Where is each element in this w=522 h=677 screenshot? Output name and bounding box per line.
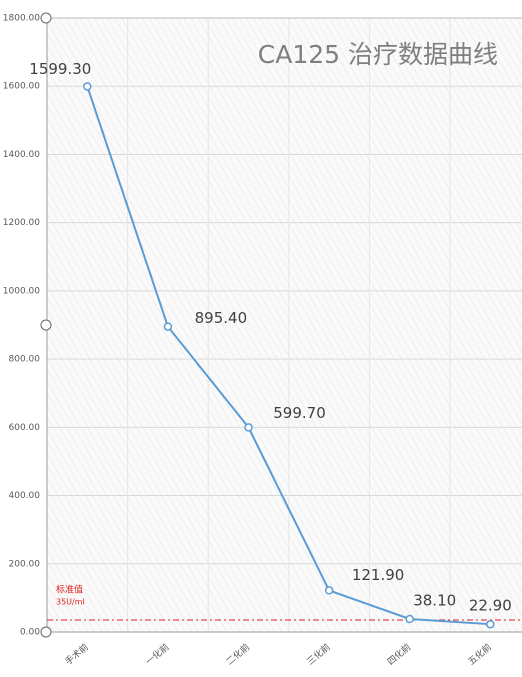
x-tick-label: 五化前	[465, 641, 493, 668]
point	[405, 614, 414, 624]
handle	[40, 626, 52, 638]
line	[86, 86, 491, 626]
reference-sublabel: 35U/ml	[56, 598, 85, 607]
y-tick-label: 200.00	[9, 559, 41, 569]
x-tick-label: 四化前	[385, 641, 413, 668]
chart-title: CA125 治疗数据曲线	[258, 40, 498, 69]
plot-background	[47, 18, 522, 632]
y-tick-label: 400.00	[9, 491, 41, 501]
data-label: 38.10	[413, 592, 456, 610]
point	[486, 619, 495, 629]
data-label: 121.90	[352, 566, 405, 584]
point	[83, 82, 92, 91]
x-tick-label: 手术前	[62, 641, 90, 668]
point	[324, 586, 334, 595]
data-label: 599.70	[273, 404, 326, 422]
y-tick-label: 1000.00	[3, 286, 40, 296]
handle	[40, 12, 52, 24]
handle	[40, 319, 52, 331]
y-tick-label: 1400.00	[3, 150, 40, 160]
y-tick-label: 600.00	[9, 423, 41, 433]
reference-label: 标准值	[56, 584, 83, 596]
y-tick-label: 800.00	[9, 355, 41, 365]
data-label: 22.90	[469, 597, 512, 615]
x-tick-label: 一化前	[143, 641, 171, 668]
y-tick-label: 0.00	[20, 628, 40, 638]
data-label: 1599.30	[29, 60, 91, 78]
y-tick-label: 1200.00	[3, 218, 40, 228]
data-label: 895.40	[195, 309, 248, 327]
y-tick-label: 1800.00	[3, 14, 40, 24]
y-tick-label: 1600.00	[3, 82, 40, 92]
point	[163, 322, 173, 331]
point	[244, 423, 253, 432]
x-tick-label: 三化前	[304, 641, 332, 668]
x-tick-label: 二化前	[224, 641, 252, 668]
